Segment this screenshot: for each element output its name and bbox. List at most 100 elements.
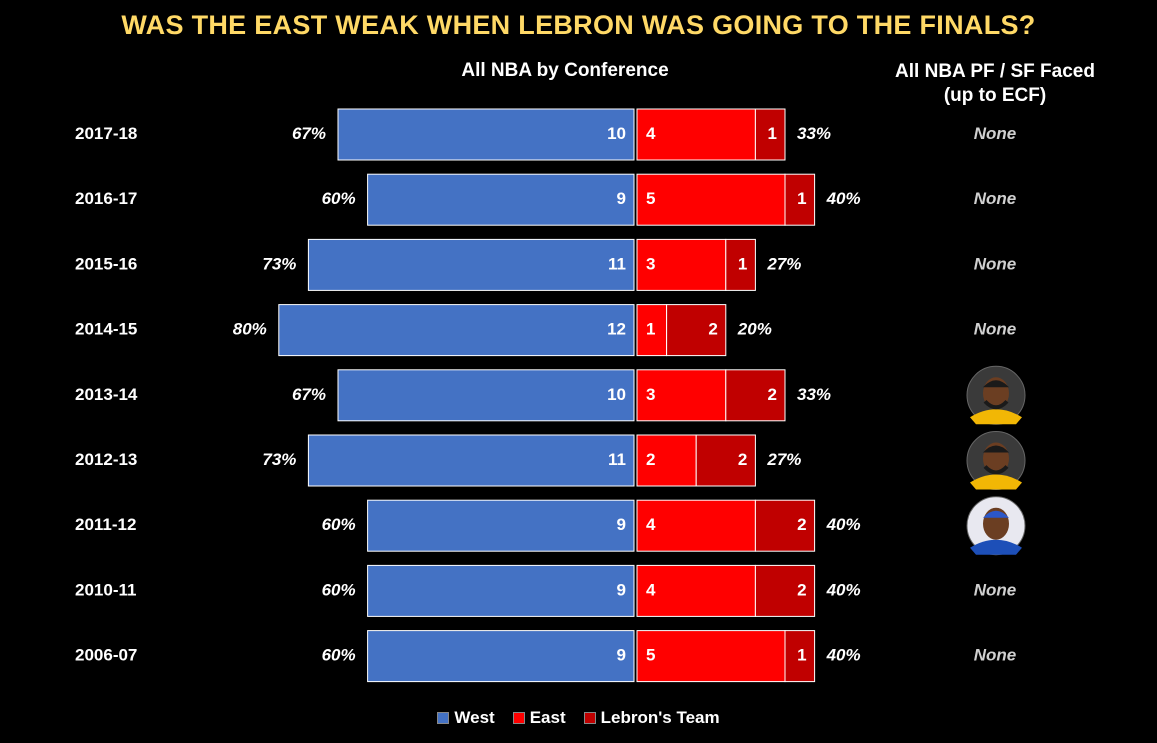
faced-none-label: None (974, 124, 1017, 143)
bar-east (636, 173, 786, 226)
player-photo-pacers-shape (970, 474, 1022, 490)
player-photo-pacers-shape (983, 445, 1009, 453)
bar-east-value: 5 (646, 646, 655, 665)
bar-east-value: 4 (646, 515, 656, 534)
conference-heading: All NBA by Conference (461, 60, 669, 81)
west-percent-label: 73% (262, 254, 296, 273)
west-percent-label: 67% (292, 385, 326, 404)
east-percent-label: 40% (826, 515, 861, 534)
legend-swatch-lebron (583, 712, 596, 724)
bar-east (636, 304, 668, 357)
bar-west-value: 11 (608, 450, 626, 469)
west-percent-label: 60% (322, 580, 356, 599)
season-label: 2014-15 (75, 320, 137, 339)
east-percent-label: 33% (797, 124, 831, 143)
bar-lebron-team (695, 434, 756, 487)
player-photo-knicks-shape (983, 510, 1009, 518)
bar-west-value: 9 (617, 580, 626, 599)
season-label: 2015-16 (75, 254, 137, 273)
legend-item-east: East (512, 708, 566, 728)
bar-east (636, 108, 756, 161)
bar-west-value: 10 (607, 124, 626, 143)
bar-lebron-team (725, 238, 756, 291)
faced-heading-line2: (up to ECF) (943, 85, 1047, 106)
east-percent-label: 27% (766, 450, 801, 469)
season-label: 2012-13 (75, 450, 137, 469)
faced-none-label: None (974, 254, 1017, 273)
bar-west-value: 11 (608, 254, 626, 273)
bar-west (307, 434, 635, 487)
legend-label-west: West (454, 708, 495, 727)
bar-west (337, 108, 635, 161)
east-percent-label: 20% (737, 320, 772, 339)
west-percent-label: 60% (322, 189, 356, 208)
player-photo-pacers-shape (970, 409, 1022, 425)
bar-lebron-value: 2 (768, 385, 777, 404)
bar-lebron-team (754, 108, 786, 161)
player-photo-pacers-shape (983, 380, 1009, 388)
bar-west (367, 564, 635, 617)
bar-east-value: 1 (646, 320, 655, 339)
bar-west-value: 10 (607, 385, 626, 404)
bar-lebron-value: 2 (708, 320, 717, 339)
faced-none-label: None (974, 189, 1017, 208)
west-percent-label: 60% (322, 515, 356, 534)
faced-none-label: None (974, 646, 1017, 665)
player-photo-pacers (966, 431, 1026, 490)
legend-swatch-east (512, 712, 525, 724)
east-percent-label: 40% (826, 646, 861, 665)
bar-west-value: 9 (617, 515, 626, 534)
west-percent-label: 67% (292, 124, 326, 143)
legend-label-east: East (529, 708, 566, 727)
bar-lebron-team (725, 369, 786, 422)
bar-west-value: 9 (617, 189, 626, 208)
faced-heading: All NBA PF / SF Faced (up to ECF) (850, 60, 1140, 108)
season-label: 2006-07 (75, 646, 137, 665)
bar-lebron-team (754, 499, 816, 552)
bar-lebron-value: 1 (797, 189, 806, 208)
season-label: 2016-17 (75, 189, 137, 208)
east-percent-label: 40% (826, 189, 861, 208)
bar-lebron-value: 1 (738, 254, 747, 273)
bar-lebron-value: 1 (768, 124, 777, 143)
bar-lebron-value: 2 (797, 580, 806, 599)
season-label: 2011-12 (75, 515, 136, 534)
bar-east-value: 4 (646, 124, 656, 143)
bar-west (367, 499, 635, 552)
bar-lebron-team (666, 304, 727, 357)
bar-east-value: 2 (646, 450, 655, 469)
bar-east-value: 5 (646, 189, 655, 208)
player-photo-pacers (966, 365, 1026, 425)
bar-lebron-value: 2 (738, 450, 747, 469)
legend: West East Lebron's Team (0, 708, 1157, 728)
east-percent-label: 27% (766, 254, 801, 273)
bar-west-value: 9 (617, 646, 626, 665)
bar-east-value: 3 (646, 385, 655, 404)
season-label: 2017-18 (75, 124, 137, 143)
bar-east (636, 564, 756, 617)
player-photo-knicks-shape (970, 539, 1022, 555)
bar-west (307, 238, 635, 291)
chart-title: WAS THE EAST WEAK WHEN LEBRON WAS GOING … (121, 10, 1036, 40)
legend-item-lebron: Lebron's Team (583, 708, 720, 728)
bar-east (636, 434, 697, 487)
faced-none-label: None (974, 320, 1017, 339)
season-label: 2010-11 (75, 580, 136, 599)
player-photo-pacers-shape (983, 465, 1009, 475)
legend-swatch-west (437, 712, 450, 724)
bar-east-value: 3 (646, 254, 655, 273)
bar-west (337, 369, 635, 422)
faced-none-label: None (974, 580, 1017, 599)
west-percent-label: 80% (233, 320, 267, 339)
bar-west (367, 630, 635, 683)
bar-east-value: 4 (646, 580, 656, 599)
player-photo-knicks (966, 496, 1026, 556)
bar-lebron-team (784, 173, 816, 226)
bar-east (636, 630, 786, 683)
bar-lebron-team (784, 630, 816, 683)
east-percent-label: 33% (797, 385, 831, 404)
bar-lebron-value: 1 (797, 646, 806, 665)
faced-heading-line1: All NBA PF / SF Faced (895, 61, 1095, 82)
